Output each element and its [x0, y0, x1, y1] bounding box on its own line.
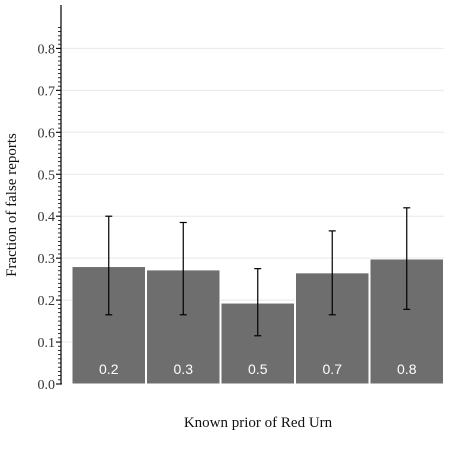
y-tick-label: 0.6: [38, 126, 56, 141]
error-bars: [105, 207, 411, 337]
y-tick-label: 0.8: [38, 42, 56, 57]
bar-category-label: 0.5: [248, 361, 268, 377]
x-axis-label: Known prior of Red Urn: [184, 415, 333, 431]
bar-category-label: 0.3: [174, 361, 194, 377]
bar: [295, 272, 370, 385]
y-tick-label: 0.4: [38, 210, 56, 225]
y-axis-label: Fraction of false reports: [4, 133, 20, 277]
y-axis: [56, 5, 62, 385]
y-tick-label: 0.7: [38, 84, 56, 99]
bar-category-labels: 0.2 0.3 0.5 0.7 0.8: [99, 361, 417, 377]
y-tick-labels: 0.0 0.1 0.2 0.3 0.4 0.5 0.6 0.7 0.8: [38, 42, 56, 393]
y-tick-label: 0.0: [38, 378, 56, 393]
y-tick-label: 0.5: [38, 168, 56, 183]
y-tick-label: 0.2: [38, 294, 56, 309]
y-tick-label: 0.3: [38, 252, 56, 267]
bar-category-label: 0.7: [323, 361, 343, 377]
bar-category-label: 0.2: [99, 361, 119, 377]
y-tick-label: 0.1: [38, 336, 56, 351]
bar-category-label: 0.8: [397, 361, 417, 377]
